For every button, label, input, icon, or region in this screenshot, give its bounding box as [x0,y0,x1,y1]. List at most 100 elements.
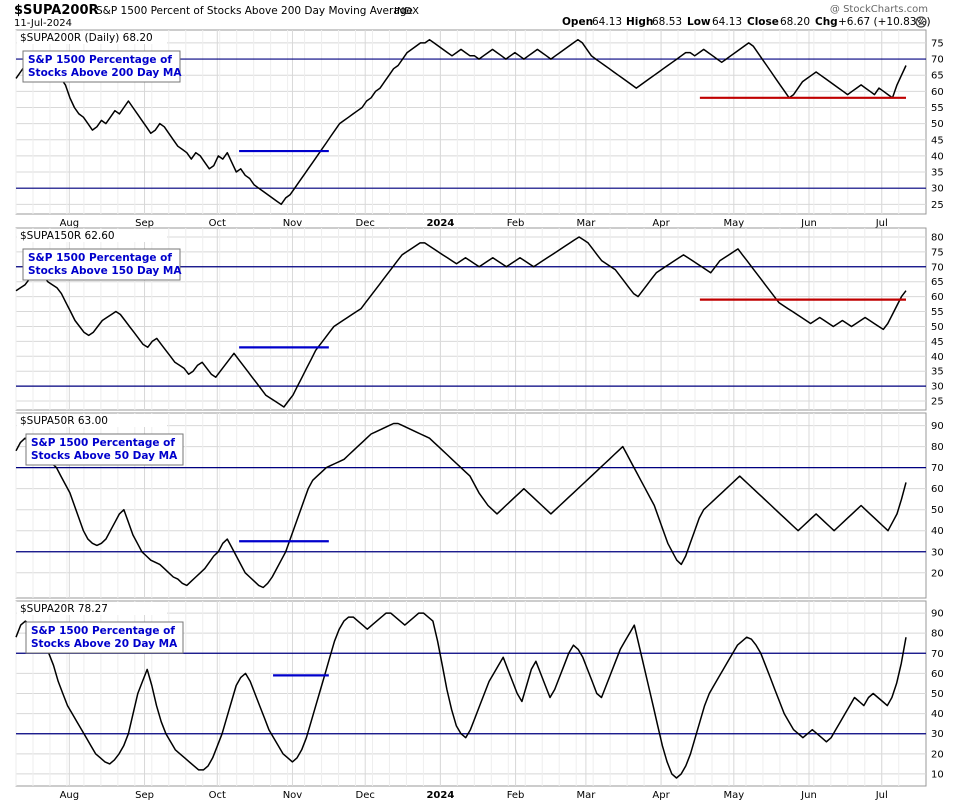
annotation-box [22,50,181,83]
y-tick-label: 45 [931,337,944,348]
panel-50d: 20 30 40 50 60 70 80 90 $SUPA50R 63.00 S&P 1500 P… [15,412,944,613]
panel-label-bg [17,31,167,44]
y-tick-label: 80 [931,232,944,243]
x-tick-label: Apr [652,218,670,229]
header-date: 11-Jul-2024 [14,18,72,29]
x-tick-label: Dec [356,790,375,800]
panel-20d: 10 20 30 40 50 60 70 80 90 $SUPA20R 78.27 S&P 1500… [15,600,944,800]
series-line [15,612,907,779]
open-label: Open [562,16,593,28]
open-value: 64.13 [592,16,622,28]
high-label: High [626,16,653,28]
x-tick-label: Oct [209,218,226,229]
y-tick-label: 65 [931,71,944,82]
symbol-title: $SUPA200R [14,3,99,18]
annotation-text: S&P 1500 Percentage of Stocks Above 150 D… [28,252,182,277]
ohlc-readout: Open 64.13 High 68.53 Low 64.13 Close 68… [562,16,931,28]
annotation-text: S&P 1500 Percentage of Stocks Above 200 D… [28,54,182,79]
y-tick-label: 40 [931,352,944,363]
y-tick-label: 75 [931,247,944,258]
y-tick-label: 30 [931,382,944,393]
y-tick-label: 35 [931,367,944,378]
x-tick-label: 2024 [426,790,454,800]
y-tick-label: 50 [931,689,944,700]
x-tick-label: May [723,790,744,800]
y-tick-label: 50 [931,119,944,130]
x-tick-label: Mar [576,218,596,229]
y-tick-label: 75 [931,38,944,49]
series-line [15,236,907,408]
y-tick-label: 70 [931,262,944,273]
y-tick-label: 20 [931,568,944,579]
y-tick-label: 65 [931,277,944,288]
high-value: 68.53 [652,16,682,28]
panel-150d: 25 30 35 40 45 50 55 60 65 70 75 80 $SUPA150R 62.60 S… [15,227,944,425]
annotation-box [25,621,184,654]
x-tick-label: Aug [60,790,80,800]
y-tick-label: 30 [931,184,944,195]
x-tick-label: Dec [356,218,375,229]
close-label: Close [747,16,779,28]
y-tick-label: 90 [931,421,944,432]
y-tick-label: 50 [931,322,944,333]
x-tick-label: Nov [283,790,303,800]
symbol-description: S&P 1500 Percent of Stocks Above 200 Day… [96,5,413,17]
low-value: 64.13 [712,16,742,28]
y-tick-label: 10 [931,769,944,780]
y-tick-label: 80 [931,629,944,640]
close-value: 68.20 [780,16,810,28]
x-tick-label: Jul [875,218,888,229]
x-tick-label: Oct [209,790,226,800]
panel-label: $SUPA50R 63.00 [20,415,108,427]
x-tick-label: May [723,218,744,229]
x-tick-label: Feb [507,218,525,229]
y-tick-label: 60 [931,669,944,680]
y-tick-label: 90 [931,609,944,620]
series-line [15,38,907,206]
chg-label: Chg [815,16,838,28]
low-label: Low [687,16,711,28]
y-tick-label: 70 [931,649,944,660]
annotation-text: S&P 1500 Percentage of Stocks Above 20 Da… [31,625,178,650]
y-tick-label: 30 [931,547,944,558]
x-tick-label: Feb [507,790,525,800]
y-tick-label: 35 [931,168,944,179]
y-tick-label: 50 [931,505,944,516]
y-tick-label: 60 [931,484,944,495]
y-tick-label: 40 [931,151,944,162]
y-tick-label: 40 [931,709,944,720]
annotation-box [25,433,184,466]
y-tick-label: 30 [931,729,944,740]
series-line [15,422,907,589]
panel-label-bg [17,414,167,427]
y-tick-label: 55 [931,103,944,114]
panel-label-bg [17,602,167,615]
settings-icon[interactable] [915,16,927,28]
x-tick-label: Nov [283,218,303,229]
x-tick-label: Jun [800,218,817,229]
x-tick-label: Sep [135,790,154,800]
panel-label-bg [17,229,167,242]
annotation-box [22,248,181,281]
y-tick-label: 20 [931,749,944,760]
x-tick-label: Apr [652,790,670,800]
annotation-text: S&P 1500 Percentage of Stocks Above 50 Da… [31,437,178,462]
y-tick-label: 40 [931,526,944,537]
x-tick-label: Sep [135,218,154,229]
exchange-label: INDX [394,6,419,17]
y-tick-label: 70 [931,55,944,66]
x-tick-label: Jun [800,790,817,800]
panel-label: $SUPA20R 78.27 [20,603,108,615]
x-tick-label: 2024 [426,218,454,229]
x-tick-label: Jul [875,790,888,800]
y-tick-label: 60 [931,292,944,303]
panel-label: $SUPA200R (Daily) 68.20 [20,32,153,44]
panel-200d: 25 30 35 40 45 50 55 60 65 70 75 $SUPA200R (Daily) … [15,29,944,229]
y-tick-label: 45 [931,135,944,146]
y-tick-label: 25 [931,200,944,211]
panel-label: $SUPA150R 62.60 [20,230,115,242]
y-tick-label: 55 [931,307,944,318]
x-tick-label: Mar [576,790,596,800]
